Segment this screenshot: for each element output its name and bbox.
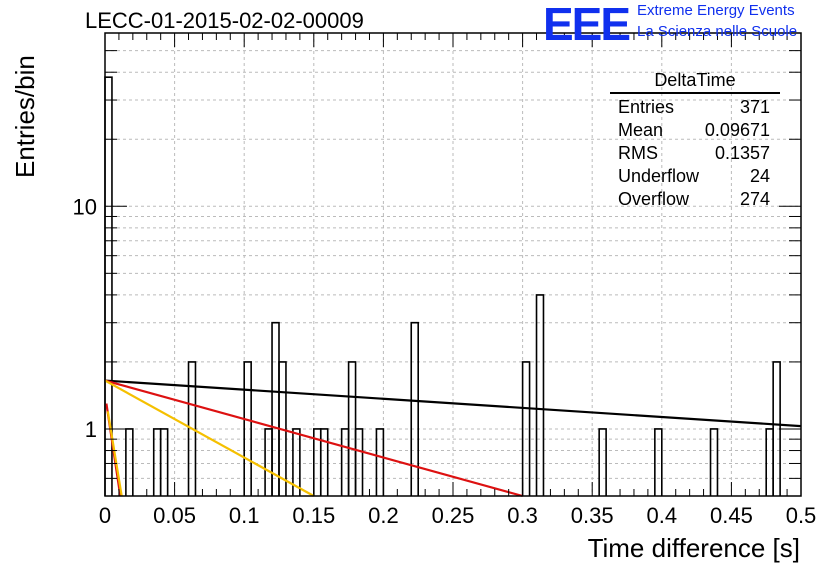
stats-row-rms: RMS 0.1357 (610, 142, 780, 165)
y-axis-label: Entries/bin (10, 55, 40, 178)
histogram-bin (159, 428, 169, 496)
x-tick-label: 0.2 (368, 503, 399, 528)
histogram-bin (521, 361, 531, 496)
eee-logo: EEE (543, 0, 631, 50)
x-tick-label: 0.1 (229, 503, 260, 528)
stats-label: Mean (618, 120, 664, 140)
x-tick-label: 0.25 (432, 503, 475, 528)
fit-curve (104, 379, 802, 428)
logo-line-1: Extreme Energy Events (637, 2, 795, 19)
x-tick-label: 0 (99, 503, 111, 528)
stats-label: RMS (618, 143, 658, 163)
fit-curves (104, 379, 802, 498)
y-tick-label: 1 (85, 417, 97, 442)
histogram-bin (271, 321, 280, 496)
histogram-bin (319, 428, 329, 496)
x-tick-label: 0.05 (153, 503, 196, 528)
histogram-bin (654, 428, 663, 496)
x-tick-label: 0.5 (786, 503, 817, 528)
histogram-bin (187, 361, 197, 496)
stats-box: DeltaTime Entries 371 Mean 0.09671 RMS 0… (610, 70, 780, 211)
fit-curve (104, 379, 523, 498)
run-title: LECC-01-2015-02-02-00009 (85, 8, 364, 33)
grid (105, 32, 801, 497)
stats-label: Overflow (618, 189, 690, 209)
x-tick-label: 0.15 (292, 503, 335, 528)
stats-row-entries: Entries 371 (610, 96, 780, 119)
stats-value: 0.09671 (704, 120, 770, 140)
histogram-bin (243, 361, 252, 496)
stats-row-overflow: Overflow 274 (610, 188, 780, 211)
x-tick-label: 0.3 (507, 503, 538, 528)
x-tick-label: 0.35 (571, 503, 614, 528)
stats-row-underflow: Underflow 24 (610, 165, 780, 188)
fit-curve (104, 379, 315, 497)
stats-value: 371 (739, 97, 770, 117)
histogram-bin (535, 294, 545, 496)
axis-ticks: 0 0.05 0.1 0.15 0.2 0.25 0.3 0.35 0.4 0.45 0.5 1 10 (73, 32, 817, 528)
y-tick-label: 10 (73, 194, 97, 219)
stats-value: 274 (739, 189, 770, 209)
histogram-bin (125, 428, 134, 496)
x-tick-label: 0.4 (647, 503, 678, 528)
stats-value: 0.1357 (714, 143, 770, 163)
histogram-bin (375, 428, 385, 496)
stats-title: DeltaTime (610, 70, 780, 94)
histogram-bin (410, 321, 419, 496)
histogram-bin (598, 428, 607, 496)
stats-label: Underflow (618, 166, 700, 186)
histogram-bin (354, 428, 364, 496)
stats-label: Entries (618, 97, 675, 117)
histogram-bin (709, 428, 719, 496)
logo-line-2: La Scienza nelle Scuole (637, 23, 798, 40)
stats-value: 24 (749, 166, 770, 186)
x-axis-label: Time difference [s] (588, 533, 800, 563)
histogram-bin (292, 428, 301, 496)
stats-row-mean: Mean 0.09671 (610, 119, 780, 142)
x-tick-label: 0.45 (710, 503, 753, 528)
fit-curve (106, 411, 123, 497)
